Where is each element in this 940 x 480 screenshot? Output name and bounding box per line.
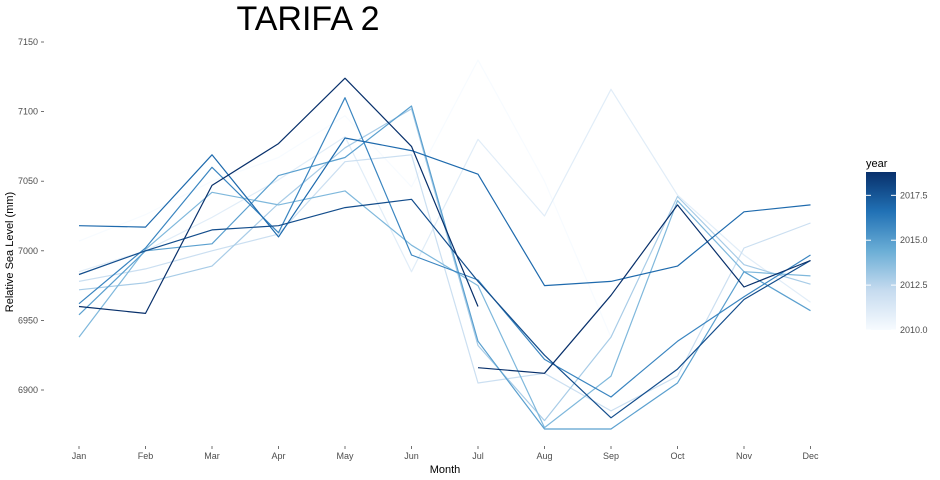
series-line: [78, 88, 811, 303]
legend-tick-label: 2010.0: [900, 325, 928, 335]
legend-tick-label: 2017.5: [900, 190, 928, 200]
legend-tick-label: 2015.0: [900, 235, 928, 245]
series-line: [78, 105, 811, 430]
legend-tick-label: 2012.5: [900, 280, 928, 290]
legend-ticks: 2010.0 2012.5 2015.0 2017.5: [866, 190, 928, 335]
y-tick-label: 7050: [18, 176, 38, 186]
chart-title: TARIFA 2: [237, 0, 380, 38]
y-axis: 6900 6950 7000 7050 7100 7150: [18, 37, 44, 395]
x-tick-label: May: [336, 451, 354, 461]
x-tick-label: Feb: [138, 451, 154, 461]
x-tick-label: Nov: [736, 451, 753, 461]
x-tick-label: Aug: [536, 451, 552, 461]
x-tick-label: Mar: [204, 451, 220, 461]
x-tick-label: Jun: [404, 451, 419, 461]
x-tick-label: Dec: [802, 451, 819, 461]
x-tick-label: Oct: [670, 451, 685, 461]
legend-colorbar: [866, 172, 896, 330]
series-line: [78, 59, 612, 338]
series-line: [78, 154, 811, 412]
series-line: [78, 137, 811, 287]
y-tick-label: 7000: [18, 246, 38, 256]
x-tick-label: Apr: [271, 451, 285, 461]
y-tick-label: 7100: [18, 107, 38, 117]
series-line: [78, 190, 811, 429]
y-axis-title: Relative Sea Level (mm): [4, 192, 16, 312]
legend-title: year: [866, 158, 888, 170]
x-axis-title: Month: [430, 464, 461, 476]
color-legend: year 2010.0 2012.5 2015.0 2017.5: [866, 158, 928, 335]
series-lines: [78, 59, 811, 430]
x-tick-label: Sep: [603, 451, 619, 461]
y-tick-label: 6950: [18, 315, 38, 325]
y-tick-label: 6900: [18, 385, 38, 395]
x-tick-label: Jul: [472, 451, 484, 461]
series-line: [78, 198, 811, 419]
series-line: [78, 97, 811, 398]
series-line: [477, 204, 811, 374]
x-axis: Jan Feb Mar Apr May Jun Jul Aug Sep Oct Nov Dec: [72, 446, 819, 461]
y-tick-label: 7150: [18, 37, 38, 47]
series-line: [78, 77, 479, 314]
x-tick-label: Jan: [72, 451, 87, 461]
